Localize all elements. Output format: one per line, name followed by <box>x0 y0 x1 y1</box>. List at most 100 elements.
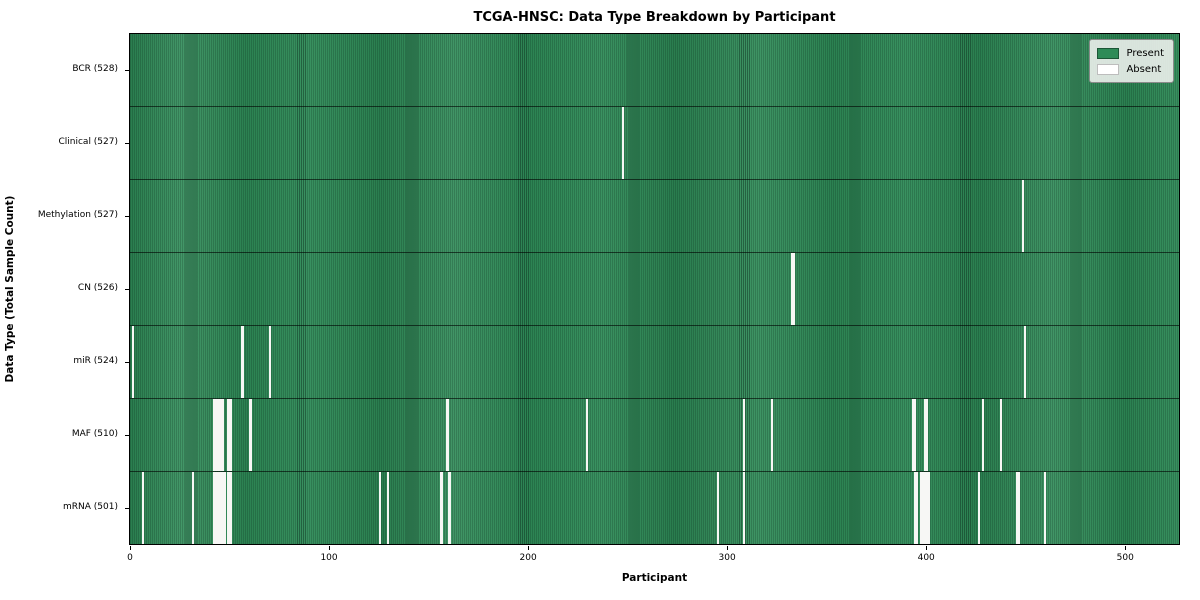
heatmap-row-Methylation <box>130 179 1179 252</box>
y-tick-label-mRNA: mRNA (501) <box>63 502 118 513</box>
heatmap-row-MAF <box>130 398 1179 471</box>
heatmap-row-CN <box>130 252 1179 325</box>
x-tick-mark <box>926 546 928 550</box>
x-tick-label-400: 400 <box>917 553 935 563</box>
absent-mark <box>229 472 232 544</box>
x-tick-mark <box>528 546 530 550</box>
legend-label-absent: Absent <box>1126 63 1162 75</box>
absent-mark <box>215 472 218 544</box>
x-tick-mark <box>129 546 131 550</box>
y-tick-label-BCR: BCR (528) <box>72 63 118 74</box>
absent-mark <box>446 399 449 471</box>
absent-mark <box>378 472 381 544</box>
absent-mark <box>269 326 272 398</box>
x-tick-label-200: 200 <box>519 553 537 563</box>
absent-mark <box>141 472 145 544</box>
absent-mark <box>914 399 917 471</box>
absent-mark <box>928 472 931 544</box>
absent-mark <box>131 326 135 398</box>
y-tick-label-Methylation: Methylation (527) <box>37 209 118 220</box>
y-tick-label-MAF: MAF (510) <box>71 429 118 440</box>
absent-mark <box>922 472 925 544</box>
chart-title: TCGA-HNSC: Data Type Breakdown by Partic… <box>473 10 836 25</box>
legend-item-absent: Absent <box>1097 61 1164 77</box>
absent-swatch-icon <box>1097 63 1120 75</box>
absent-mark <box>221 399 224 471</box>
present-swatch-icon <box>1097 47 1120 59</box>
heatmap-row-mRNA <box>130 471 1179 544</box>
x-tick-label-300: 300 <box>718 553 736 563</box>
heatmap-row-BCR <box>130 34 1179 106</box>
absent-mark <box>1015 472 1018 544</box>
y-tick-label-Clinical: Clinical (527) <box>58 136 118 147</box>
y-tick-mark <box>125 508 129 510</box>
x-tick-mark <box>1125 546 1127 550</box>
absent-mark <box>914 472 917 544</box>
heatmap-row-miR <box>130 325 1179 398</box>
absent-mark <box>1017 472 1020 544</box>
absent-mark <box>790 253 793 325</box>
y-tick-mark <box>125 435 129 437</box>
absent-mark <box>585 399 588 471</box>
legend-item-present: Present <box>1097 45 1164 61</box>
x-axis-label: Participant <box>621 572 688 584</box>
absent-mark <box>217 399 220 471</box>
y-tick-mark <box>125 142 129 144</box>
absent-mark <box>981 399 985 471</box>
absent-mark <box>924 399 927 471</box>
absent-mark <box>1043 472 1046 544</box>
absent-mark <box>717 472 720 544</box>
absent-mark <box>977 472 981 544</box>
absent-mark <box>1021 180 1024 252</box>
x-tick-label-100: 100 <box>320 553 338 563</box>
absent-mark <box>227 472 230 544</box>
absent-mark <box>213 472 216 544</box>
absent-mark <box>223 472 226 544</box>
absent-mark <box>241 326 244 398</box>
y-tick-label-CN: CN (526) <box>77 283 118 293</box>
absent-mark <box>926 399 929 471</box>
absent-mark <box>448 472 451 544</box>
y-tick-mark <box>125 69 129 71</box>
x-tick-mark <box>727 546 729 550</box>
absent-mark <box>219 472 222 544</box>
absent-mark <box>219 399 222 471</box>
y-tick-mark <box>125 362 129 364</box>
absent-mark <box>191 472 194 544</box>
absent-mark <box>440 472 443 544</box>
x-tick-label-500: 500 <box>1116 553 1134 563</box>
absent-mark <box>227 399 230 471</box>
absent-mark <box>926 472 929 544</box>
heatmap-row-Clinical <box>130 106 1179 179</box>
absent-mark <box>924 472 927 544</box>
absent-mark <box>221 472 224 544</box>
legend: Present Absent <box>1089 39 1174 83</box>
legend-label-present: Present <box>1126 47 1164 59</box>
absent-mark <box>742 472 746 544</box>
y-tick-labels: BCR (528) Clinical (527) Methylation (527)… <box>0 33 129 545</box>
absent-mark <box>215 399 218 471</box>
heatmap-rows <box>130 34 1179 544</box>
absent-mark <box>386 472 389 544</box>
x-tick-mark <box>329 546 331 550</box>
absent-mark <box>999 399 1002 471</box>
absent-mark <box>217 472 220 544</box>
x-tick-label-0: 0 <box>127 553 133 563</box>
absent-mark <box>912 399 915 471</box>
absent-mark <box>792 253 795 325</box>
absent-mark <box>920 472 923 544</box>
absent-mark <box>916 472 919 544</box>
y-tick-mark <box>125 215 129 217</box>
plot-area: Present Absent <box>129 33 1180 545</box>
absent-mark <box>770 399 774 471</box>
absent-mark <box>742 399 746 471</box>
y-tick-mark <box>125 289 129 290</box>
absent-mark <box>213 399 216 471</box>
absent-mark <box>249 399 252 471</box>
y-tick-label-miR: miR (524) <box>73 356 118 367</box>
absent-mark <box>229 399 232 471</box>
absent-mark <box>1023 326 1026 398</box>
x-axis: 0 100 200 300 400 500 <box>127 545 1180 571</box>
absent-mark <box>621 107 624 179</box>
